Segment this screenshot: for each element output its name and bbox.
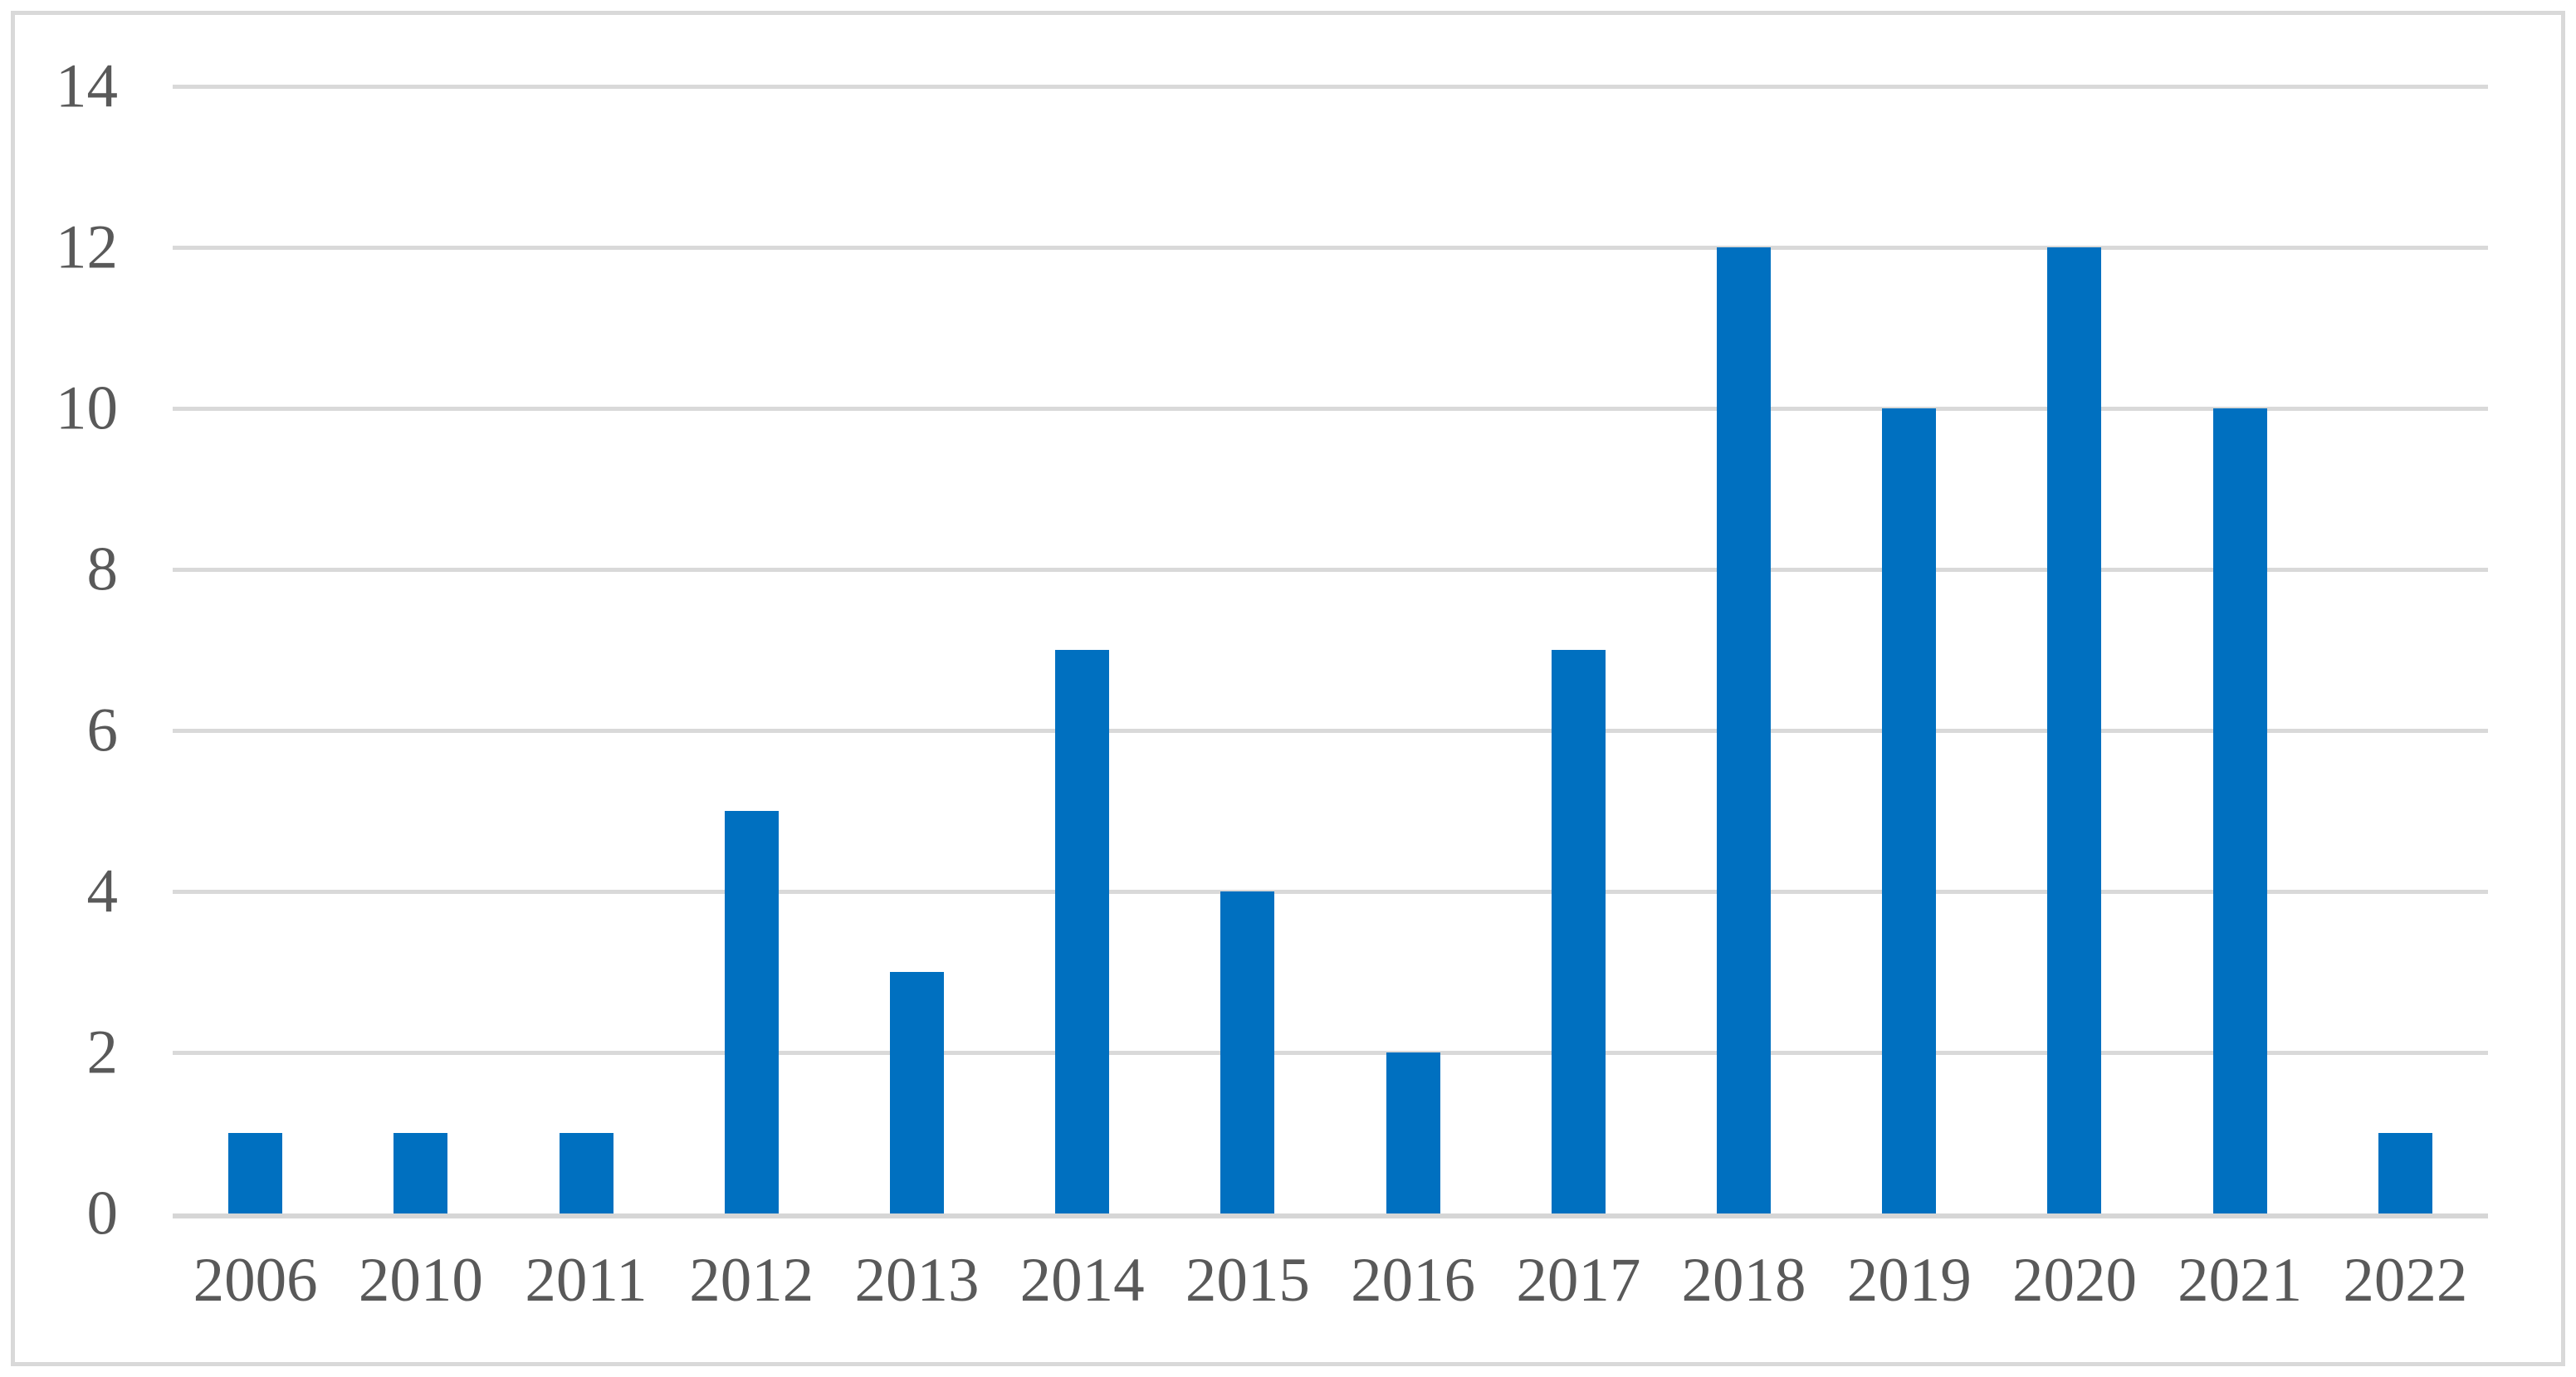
x-tick-label-2016: 2016 — [1351, 1246, 1476, 1315]
bar-2015 — [1220, 891, 1275, 1213]
bar-2016 — [1386, 1052, 1440, 1213]
y-tick-label-8: 8 — [86, 535, 119, 604]
bar-2021 — [2212, 408, 2267, 1213]
gridline-y-14 — [173, 85, 2488, 89]
y-tick-label-10: 10 — [56, 374, 118, 443]
y-tick-label-0: 0 — [86, 1179, 119, 1248]
x-tick-label-2013: 2013 — [854, 1246, 980, 1315]
x-tick-label-2018: 2018 — [1681, 1246, 1806, 1315]
y-tick-label-12: 12 — [56, 212, 118, 282]
bar-2011 — [559, 1133, 613, 1213]
bar-2020 — [2047, 247, 2102, 1213]
bar-2006 — [228, 1133, 283, 1213]
bar-2017 — [1551, 650, 1606, 1213]
x-tick-label-2021: 2021 — [2178, 1246, 2303, 1315]
x-tick-label-2022: 2022 — [2343, 1246, 2468, 1315]
gridline-y-8 — [173, 568, 2488, 572]
x-tick-label-2015: 2015 — [1185, 1246, 1310, 1315]
plot-area — [173, 85, 2488, 1218]
gridline-y-4 — [173, 890, 2488, 894]
bar-2013 — [889, 972, 944, 1213]
x-tick-label-2017: 2017 — [1516, 1246, 1641, 1315]
bar-2019 — [1882, 408, 1937, 1213]
bar-2010 — [393, 1133, 448, 1213]
gridline-y-2 — [173, 1051, 2488, 1055]
gridline-y-10 — [173, 407, 2488, 411]
bar-2022 — [2378, 1133, 2432, 1213]
gridline-y-6 — [173, 729, 2488, 733]
x-tick-label-2011: 2011 — [525, 1246, 648, 1315]
x-tick-label-2006: 2006 — [193, 1246, 318, 1315]
gridline-y-12 — [173, 246, 2488, 250]
y-tick-label-2: 2 — [86, 1018, 119, 1087]
y-tick-label-4: 4 — [86, 857, 119, 926]
x-tick-label-2012: 2012 — [689, 1246, 814, 1315]
x-axis-line — [173, 1213, 2488, 1218]
x-tick-label-2020: 2020 — [2011, 1246, 2137, 1315]
x-tick-label-2019: 2019 — [1846, 1246, 1972, 1315]
x-tick-label-2014: 2014 — [1019, 1246, 1145, 1315]
bar-2012 — [724, 811, 779, 1213]
x-tick-label-2010: 2010 — [358, 1246, 483, 1315]
y-tick-label-6: 6 — [86, 696, 119, 765]
y-tick-label-14: 14 — [56, 51, 118, 121]
bar-2018 — [1717, 247, 1772, 1213]
bar-2014 — [1055, 650, 1110, 1213]
